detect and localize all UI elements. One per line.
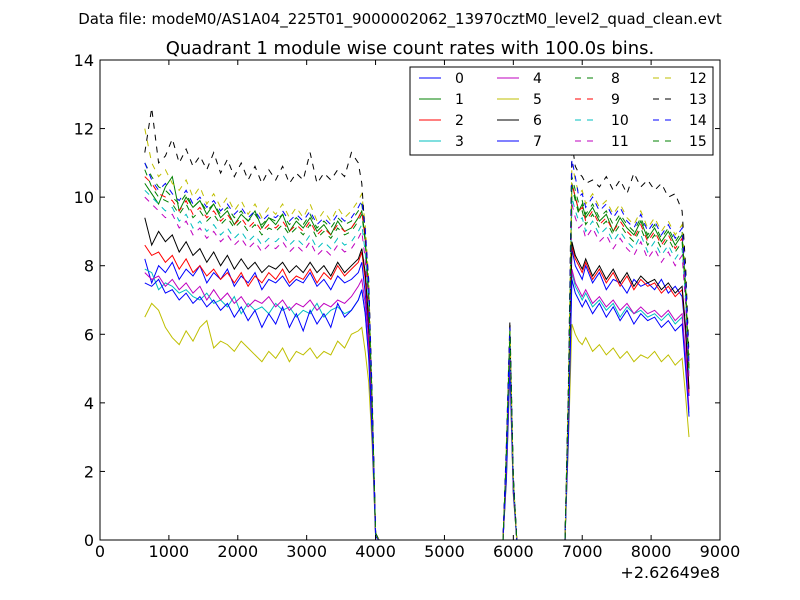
chart-suptitle: Data file: modeM0/AS1A04_225T01_90000020… [78, 10, 722, 29]
legend-label-13: 13 [689, 92, 707, 108]
x-tick-label: 2000 [217, 542, 258, 561]
plot-lines [144, 107, 690, 541]
legend-label-14: 14 [689, 113, 707, 129]
series-line-11 [144, 196, 690, 541]
series-line-6 [144, 217, 690, 541]
legend-label-4: 4 [533, 71, 542, 87]
series-line-15 [144, 169, 690, 541]
series-line-14 [144, 159, 690, 541]
series-line-1 [144, 175, 690, 541]
y-tick-label: 12 [74, 120, 94, 139]
x-tick-label: 0 [95, 542, 105, 561]
legend-label-9: 9 [611, 92, 620, 108]
x-tick-label: 4000 [355, 542, 396, 561]
y-tick-label: 8 [84, 257, 94, 276]
series-line-10 [144, 189, 690, 541]
series-line-8 [144, 162, 690, 541]
legend-box [409, 66, 714, 156]
series-line-0 [144, 248, 690, 541]
legend-label-7: 7 [533, 134, 542, 150]
series-line-3 [144, 268, 690, 541]
axis-ticks: 0 1000 2000 3000 4000 5000 6000 7000 8000 9000 0 2 4… [74, 51, 741, 561]
y-tick-label: 0 [84, 531, 94, 550]
x-offset-label: +2.62649e8 [620, 563, 720, 582]
x-tick-label: 9000 [700, 542, 741, 561]
series-line-13 [144, 107, 690, 541]
legend-label-12: 12 [689, 71, 707, 87]
y-tick-label: 4 [84, 394, 94, 413]
legend-label-10: 10 [611, 113, 629, 129]
x-tick-label: 3000 [286, 542, 327, 561]
series-line-12 [144, 128, 690, 541]
series-line-9 [144, 176, 690, 541]
legend-label-6: 6 [533, 113, 542, 129]
series-line-5 [144, 302, 690, 541]
legend-label-1: 1 [455, 92, 464, 108]
series-line-7 [144, 278, 690, 541]
y-tick-label: 10 [74, 188, 94, 207]
chart-title: Quadrant 1 module wise count rates with … [166, 38, 655, 59]
legend-label-2: 2 [455, 113, 464, 129]
series-line-2 [144, 244, 690, 541]
x-tick-label: 7000 [562, 542, 603, 561]
series-line-4 [144, 268, 690, 541]
legend-label-11: 11 [611, 134, 629, 150]
legend-label-8: 8 [611, 71, 620, 87]
y-tick-label: 14 [74, 51, 94, 70]
plot-frame [99, 59, 721, 541]
legend-label-5: 5 [533, 92, 542, 108]
legend-label-0: 0 [455, 71, 464, 87]
x-tick-label: 8000 [631, 542, 672, 561]
y-tick-label: 2 [84, 462, 94, 481]
y-tick-label: 6 [84, 325, 94, 344]
legend-label-15: 15 [689, 134, 707, 150]
x-tick-label: 6000 [493, 542, 534, 561]
x-tick-label: 1000 [149, 542, 190, 561]
legend-label-3: 3 [455, 134, 464, 150]
x-tick-label: 5000 [424, 542, 465, 561]
